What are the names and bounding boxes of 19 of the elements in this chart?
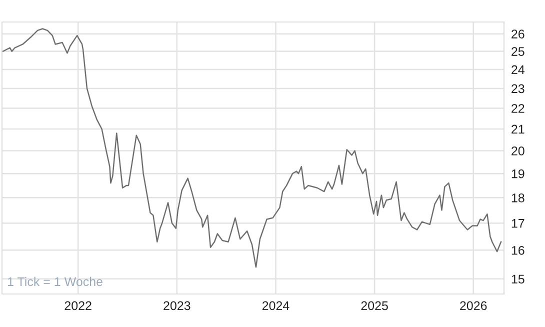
y-tick-label: 15 [512,274,524,284]
y-tick-label: 20 [512,146,524,156]
y-tick-label: 23 [512,84,524,94]
x-tick-label: 2023 [164,301,190,310]
x-tick-label: 2025 [361,301,388,310]
y-tick-label: 16 [512,246,524,255]
y-tick-label: 25 [512,47,524,56]
y-tick-label: 19 [512,169,524,178]
y-tick-label: 17 [512,219,524,228]
annotation: 1 Tick = 1 Woche [8,276,102,286]
y-tick-label: 24 [512,65,524,74]
y-tick-label: 21 [512,124,524,134]
y-tick-label: 18 [512,193,524,202]
y-tick-label: 26 [512,30,524,38]
y-tick-label: 22 [512,104,524,113]
x-tick-label: 2024 [262,301,290,310]
x-tick-label: 2026 [460,301,487,310]
x-tick-label: 2022 [64,301,92,310]
line-series [2,28,502,268]
